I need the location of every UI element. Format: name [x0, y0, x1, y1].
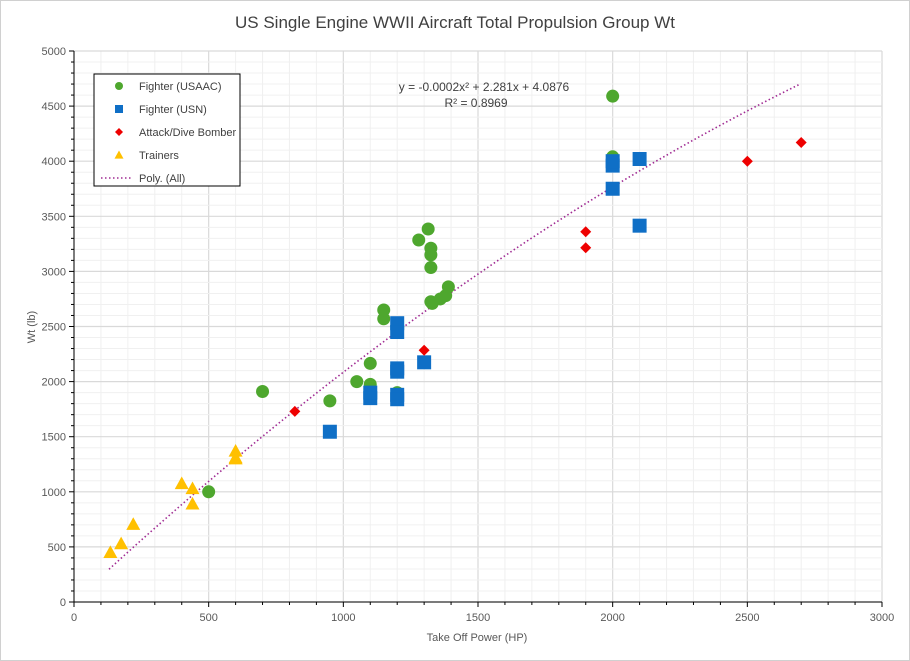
series-trainers — [103, 444, 243, 559]
square-point — [417, 355, 432, 370]
square-point — [390, 364, 405, 379]
x-tick-label: 1000 — [331, 612, 355, 624]
diamond-point — [795, 136, 807, 148]
legend-entry-label: Fighter (USAAC) — [139, 81, 222, 93]
legend: Fighter (USAAC) Fighter (USN) Attack/Dive … — [93, 73, 241, 187]
y-tick-label: 3000 — [42, 266, 66, 278]
x-tick-label: 500 — [199, 612, 217, 624]
y-tick-label: 1000 — [42, 487, 66, 499]
legend-entry-label: Poly. (All) — [139, 173, 185, 185]
x-axis-label: Take Off Power (HP) — [427, 632, 528, 644]
y-tick-label: 2500 — [42, 322, 66, 334]
square-point — [390, 325, 405, 340]
legend-entry-label: Trainers — [139, 150, 179, 162]
square-point — [605, 154, 620, 169]
diamond-point — [580, 226, 592, 238]
y-tick-label: 1500 — [42, 432, 66, 444]
circle-point — [377, 303, 391, 317]
trendline-equation: y = -0.0002x² + 2.281x + 4.0876 — [399, 80, 570, 94]
square-point — [390, 392, 405, 407]
circle-point — [421, 222, 435, 236]
square-point — [605, 181, 620, 196]
y-tick-label: 500 — [48, 542, 66, 554]
diamond-point — [418, 344, 430, 356]
y-tick-label: 4500 — [42, 101, 66, 113]
legend-entry-label: Fighter (USN) — [139, 104, 207, 116]
square-point — [632, 218, 647, 233]
triangle-point — [174, 476, 189, 490]
chart-title: US Single Engine WWII Aircraft Total Pro… — [235, 13, 675, 32]
circle-point — [363, 356, 377, 370]
series-fighter-usaac- — [202, 89, 620, 499]
triangle-point — [185, 496, 200, 510]
y-tick-label: 2000 — [42, 377, 66, 389]
y-tick-label: 3500 — [42, 211, 66, 223]
legend-circle-icon — [115, 82, 123, 90]
legend-triangle-icon — [114, 150, 124, 159]
x-tick-label: 1500 — [466, 612, 490, 624]
circle-point — [412, 233, 426, 247]
triangle-point — [185, 481, 200, 495]
polynomial-trendline — [108, 84, 799, 570]
circle-point — [424, 248, 438, 262]
y-tick-label: 5000 — [42, 46, 66, 58]
y-tick-label: 4000 — [42, 156, 66, 168]
y-tick-label: 0 — [60, 597, 66, 609]
circle-point — [202, 485, 216, 499]
x-tick-label: 2000 — [600, 612, 624, 624]
diamond-point — [289, 405, 301, 417]
x-tick-label: 2500 — [735, 612, 759, 624]
square-point — [322, 424, 337, 439]
triangle-point — [126, 517, 141, 530]
x-tick-label: 3000 — [870, 612, 894, 624]
legend-diamond-icon — [115, 128, 123, 136]
y-axis-label: Wt (lb) — [26, 311, 38, 343]
circle-point — [606, 89, 620, 103]
diamond-point — [741, 155, 753, 167]
series-attack-dive-bomber — [289, 136, 807, 417]
circle-point — [424, 261, 438, 275]
triangle-point — [103, 545, 118, 559]
triangle-point — [228, 444, 243, 457]
circle-point — [441, 280, 455, 294]
legend-square-icon — [115, 105, 123, 113]
circle-point — [350, 375, 364, 389]
square-point — [363, 385, 378, 400]
x-tick-label: 0 — [71, 612, 77, 624]
triangle-point — [228, 451, 243, 465]
legend-entry-label: Attack/Dive Bomber — [139, 127, 237, 139]
series-fighter-usn- — [322, 151, 647, 439]
square-point — [632, 151, 647, 166]
diamond-point — [580, 242, 592, 254]
triangle-point — [114, 536, 129, 550]
circle-point — [256, 385, 270, 399]
circle-point — [323, 394, 337, 408]
trendline-r-squared: R² = 0.8969 — [444, 96, 507, 110]
